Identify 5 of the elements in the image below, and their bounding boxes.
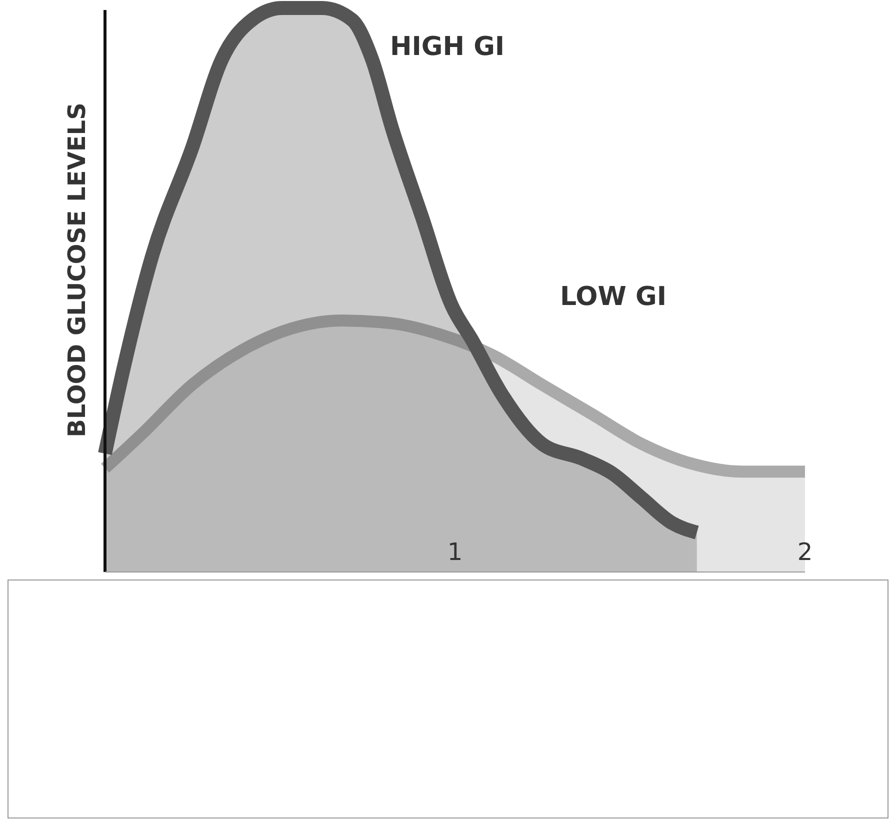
series-label: HIGH GI [390, 32, 505, 62]
x-tick-label: 2 [797, 538, 813, 566]
text: LOW GI [560, 282, 666, 312]
y-axis-title: BLOOD GLUCOSE LEVELS [63, 102, 91, 438]
x-tick-label: 1 [447, 538, 463, 566]
